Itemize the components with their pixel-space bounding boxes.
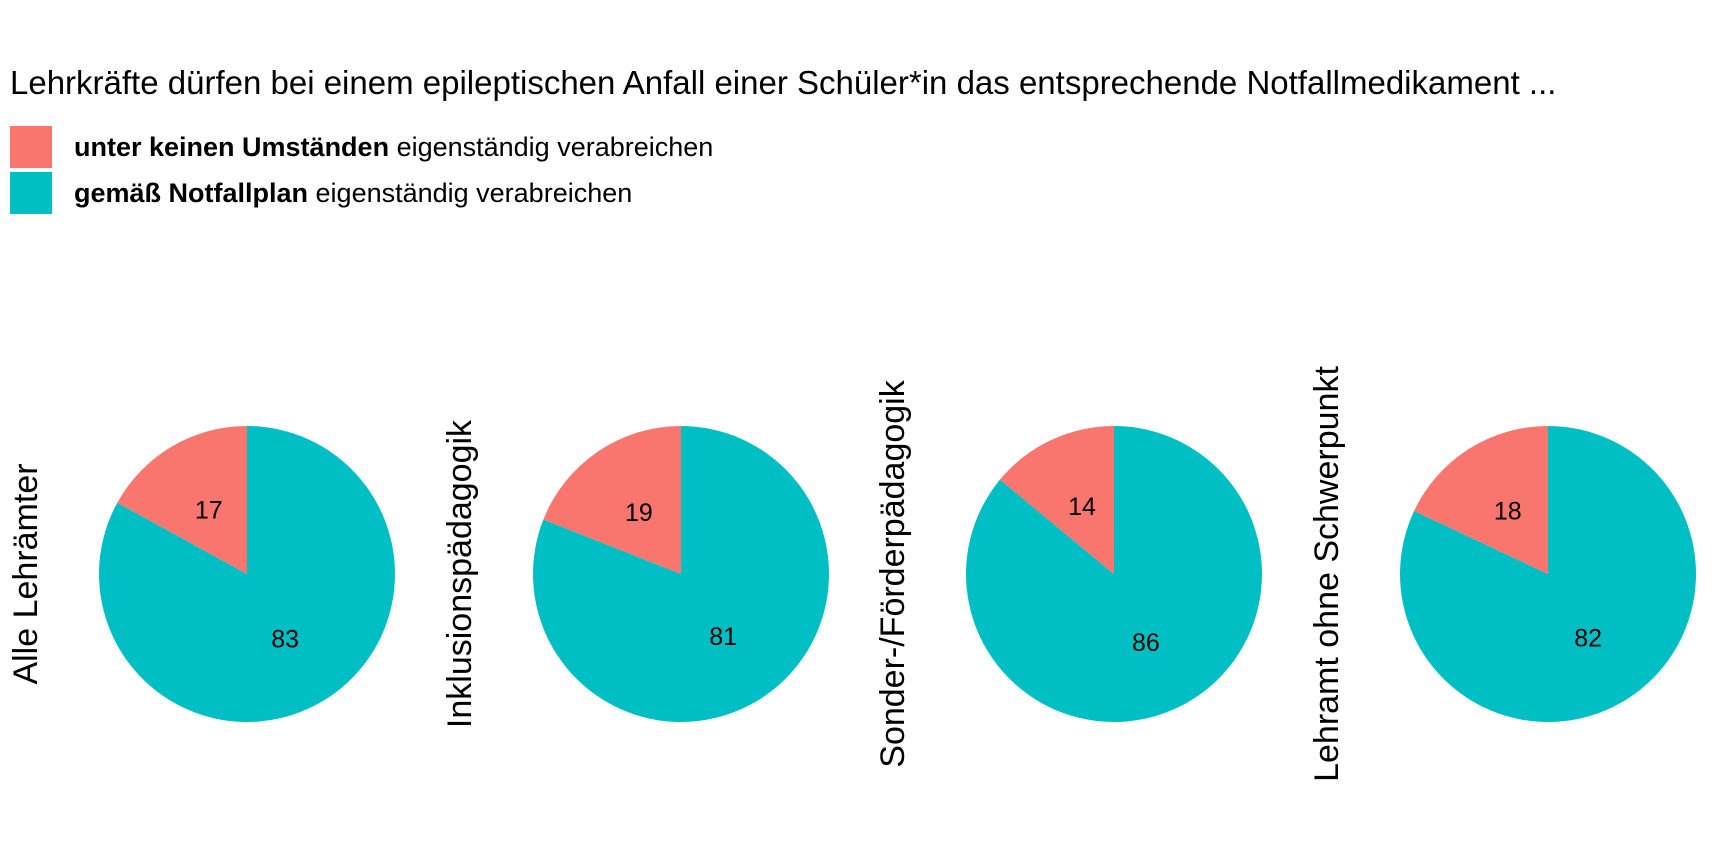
legend-label: gemäß Notfallplan eigenständig verabreic…: [74, 178, 632, 209]
legend-swatch-red: [10, 126, 52, 168]
legend-label-bold: unter keinen Umständen: [74, 131, 390, 162]
facet-label: Inklusionspädagogik: [441, 419, 479, 728]
pie-facet: 14 86 Sonder-/Förderpädagogik: [874, 379, 1262, 768]
pie-facet: 19 81 Inklusionspädagogik: [441, 419, 829, 728]
legend-swatch-teal: [10, 172, 52, 214]
pie-slice-unter-keinen-umstaenden: [543, 426, 681, 574]
legend-item-unter-keinen-umstaenden: unter keinen Umständen eigenständig vera…: [10, 125, 713, 169]
slice-value-label: 86: [1132, 629, 1160, 657]
pie-slice-unter-keinen-umstaenden: [1414, 426, 1548, 574]
slice-value-label: 83: [271, 626, 299, 654]
legend-label: unter keinen Umständen eigenständig vera…: [74, 132, 713, 163]
slice-value-label: 18: [1494, 498, 1522, 526]
legend-item-gemaess-notfallplan: gemäß Notfallplan eigenständig verabreic…: [10, 171, 632, 215]
slice-value-label: 82: [1574, 624, 1602, 652]
legend-label-bold: gemäß Notfallplan: [74, 177, 309, 208]
facet-label: Sonder-/Förderpädagogik: [874, 379, 912, 767]
pie-slice-gemaess-notfallplan: [99, 426, 395, 722]
slice-value-label: 19: [625, 499, 653, 527]
pie-facet: 18 82 Lehramt ohne Schwerpunkt: [1308, 366, 1696, 782]
pie-slice-unter-keinen-umstaenden: [117, 426, 247, 574]
slice-value-label: 81: [709, 623, 737, 651]
chart-title: Lehrkräfte dürfen bei einem epileptische…: [10, 64, 1557, 101]
slice-value-label: 17: [195, 496, 223, 524]
facet-label: Lehramt ohne Schwerpunkt: [1308, 366, 1346, 782]
pie-slice-unter-keinen-umstaenden: [999, 426, 1114, 574]
legend-label-rest: eigenständig verabreichen: [389, 131, 714, 162]
slice-value-label: 14: [1068, 493, 1096, 521]
facet-label: Alle Lehrämter: [7, 463, 45, 684]
pie-facet: 17 83 Alle Lehrämter: [7, 426, 395, 722]
legend-label-rest: eigenständig verabreichen: [308, 177, 633, 208]
